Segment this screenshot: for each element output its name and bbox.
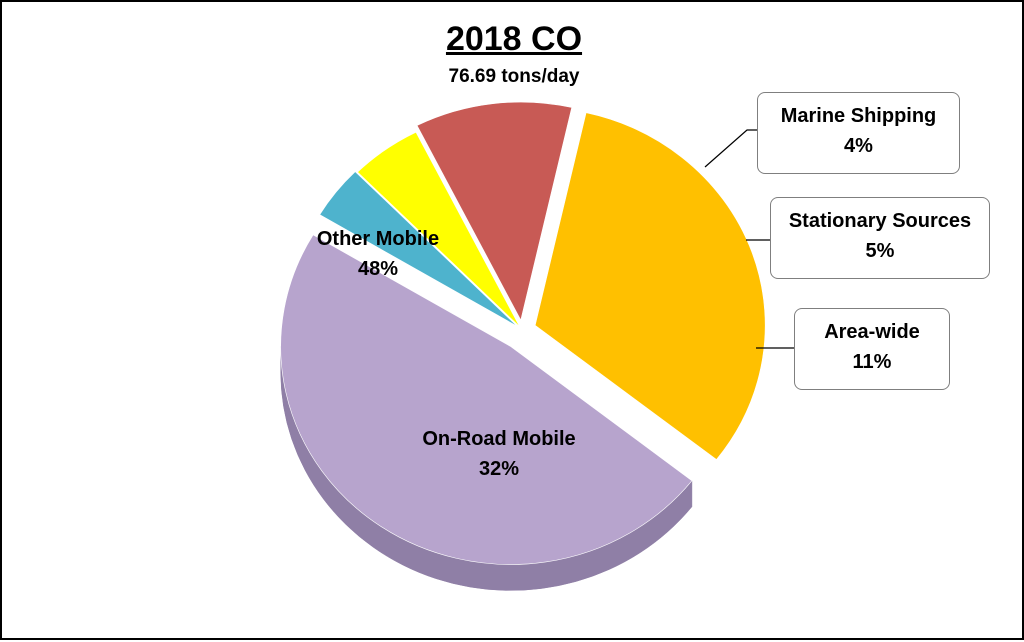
callout-area-wide-name: Area-wide xyxy=(824,321,920,343)
label-on-road-mobile: On-Road Mobile 32% xyxy=(399,424,599,484)
slice-marine-shipping xyxy=(319,171,518,327)
leader-lines xyxy=(704,129,794,349)
callout-stationary-sources: Stationary Sources 5% xyxy=(770,197,990,279)
label-on-road-mobile-name: On-Road Mobile xyxy=(422,428,576,450)
label-other-mobile: Other Mobile 48% xyxy=(278,224,478,284)
chart-subtitle: 76.69 tons/day xyxy=(448,66,580,87)
callout-area-wide: Area-wide 11% xyxy=(794,308,950,390)
callout-marine-shipping: Marine Shipping 4% xyxy=(757,92,960,174)
label-other-mobile-name: Other Mobile xyxy=(316,228,440,250)
label-on-road-mobile-percent: 32% xyxy=(478,458,520,480)
slice-other-mobile xyxy=(280,234,693,565)
slice-area-wide xyxy=(416,101,573,321)
callout-marine-shipping-name: Marine Shipping xyxy=(780,105,937,127)
callout-stationary-sources-name: Stationary Sources xyxy=(788,210,972,232)
callout-marine-shipping-percent: 4% xyxy=(844,135,873,157)
chart-title: 2018 CO xyxy=(445,20,583,58)
callout-stationary-sources-percent: 5% xyxy=(865,240,895,262)
leader-line-marine-shipping xyxy=(704,129,757,168)
label-other-mobile-percent: 48% xyxy=(357,258,399,280)
slice-stationary-sources xyxy=(357,131,520,327)
pie-tops xyxy=(280,101,766,565)
slice-on-road-mobile xyxy=(534,112,766,460)
callout-area-wide-percent: 11% xyxy=(852,351,892,373)
